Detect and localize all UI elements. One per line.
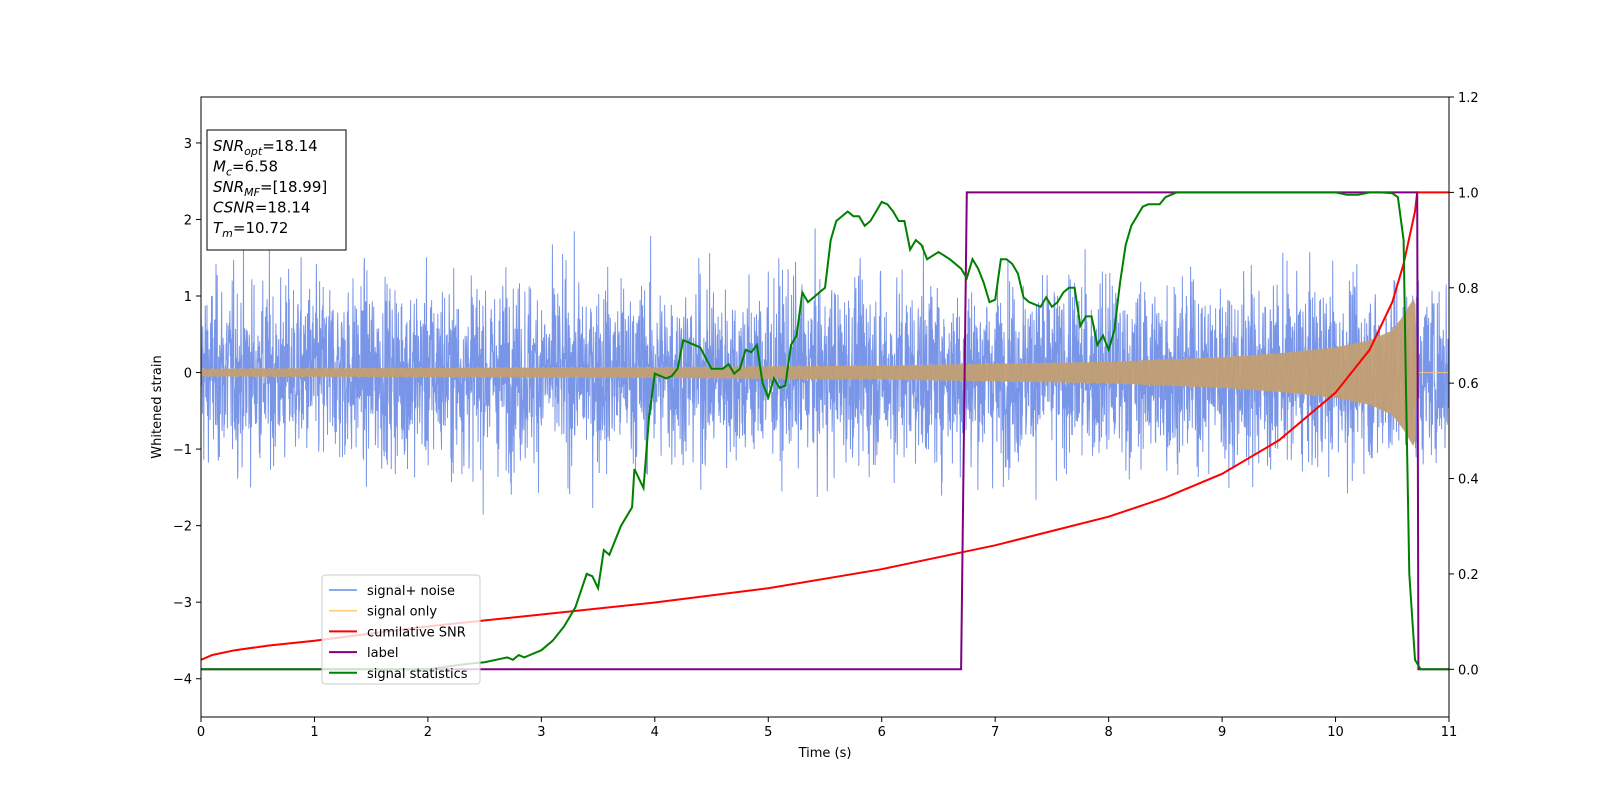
x-axis: 0 1 2 3 4 5 6 7 8 9 10 11 (197, 717, 1457, 740)
annotation-value: =18.14 (262, 137, 318, 155)
plot-area (201, 191, 1449, 671)
x-tick-label: 4 (651, 725, 659, 740)
y-left-tick-label: 0 (184, 367, 192, 382)
legend-label: signal+ noise (367, 584, 455, 599)
y-left-tick-label: 1 (184, 290, 192, 305)
y-left-tick-label: 3 (184, 137, 192, 152)
annotation-symbol: CSNR (213, 199, 255, 217)
annotation-symbol: T (213, 219, 224, 237)
annotation-box: SNRopt=18.14Mc=6.58SNRMF=[18.99]CSNR=18.… (206, 129, 347, 251)
y-right-tick-label: 0.6 (1458, 377, 1479, 392)
annotation-value: =18.14 (255, 199, 311, 217)
annotation-subscript: opt (244, 145, 263, 158)
x-tick-label: 3 (537, 725, 545, 740)
annotation-subscript: c (226, 166, 232, 179)
annotation-value: =[18.99] (260, 178, 327, 196)
x-tick-label: 5 (764, 725, 772, 740)
x-tick-label: 1 (310, 725, 318, 740)
legend: signal+ noise signal only cumilative SNR la… (321, 574, 481, 685)
annotation-line: SNRopt=18.14 (213, 137, 318, 158)
legend-label: signal only (367, 605, 437, 620)
annotation-subscript: m (222, 227, 233, 240)
y-left-tick-label: −1 (173, 443, 192, 458)
y-right-tick-label: 1.2 (1458, 91, 1479, 106)
y-right-tick-label: 0.8 (1458, 282, 1479, 297)
y-axis-label: Whitened strain (150, 355, 165, 458)
legend-label: cumilative SNR (367, 625, 466, 640)
annotation-frame (206, 129, 347, 251)
annotation-line: Tm=10.72 (213, 219, 288, 240)
annotation-subscript: MF (244, 186, 260, 199)
annotation-value: =10.72 (233, 219, 289, 237)
y-left-tick-label: −2 (173, 520, 192, 535)
series-cumulative-snr-line (201, 191, 1449, 661)
x-tick-label: 7 (991, 725, 999, 740)
y-left-tick-label: 2 (184, 213, 192, 228)
legend-label: label (367, 646, 398, 661)
plot-frame (200, 96, 1450, 718)
x-tick-label: 11 (1441, 725, 1458, 740)
x-tick-label: 8 (1104, 725, 1112, 740)
y-left-tick-label: −3 (173, 596, 192, 611)
x-tick-label: 0 (197, 725, 205, 740)
x-tick-label: 9 (1218, 725, 1226, 740)
annotation-symbol: SNR (213, 137, 244, 155)
y-axis-left: 3 2 1 0 −1 −2 −3 −4 (173, 137, 201, 688)
annotation-value: =6.58 (232, 158, 278, 176)
annotation-symbol: SNR (213, 178, 244, 196)
y-right-tick-label: 1.0 (1458, 186, 1479, 201)
x-tick-label: 10 (1327, 725, 1344, 740)
annotation-line: CSNR=18.14 (213, 199, 310, 217)
signal-only-envelope-fill (201, 299, 1418, 447)
annotation-line: SNRMF=[18.99] (213, 178, 327, 199)
y-right-tick-label: 0.2 (1458, 568, 1479, 583)
y-right-tick-label: 0.0 (1458, 663, 1479, 678)
y-right-tick-label: 0.4 (1458, 473, 1479, 488)
x-tick-label: 6 (878, 725, 886, 740)
x-tick-label: 2 (424, 725, 432, 740)
series-signal-statistics-line (201, 191, 1449, 671)
y-left-tick-label: −4 (173, 673, 192, 688)
annotation-symbol: M (213, 158, 226, 176)
x-axis-label: Time (s) (798, 746, 852, 761)
y-axis-right: 1.2 1.0 0.8 0.6 0.4 0.2 0.0 (1449, 91, 1479, 678)
legend-frame (321, 574, 481, 685)
annotation-line: Mc=6.58 (213, 158, 278, 179)
legend-label: signal statistics (367, 667, 468, 682)
